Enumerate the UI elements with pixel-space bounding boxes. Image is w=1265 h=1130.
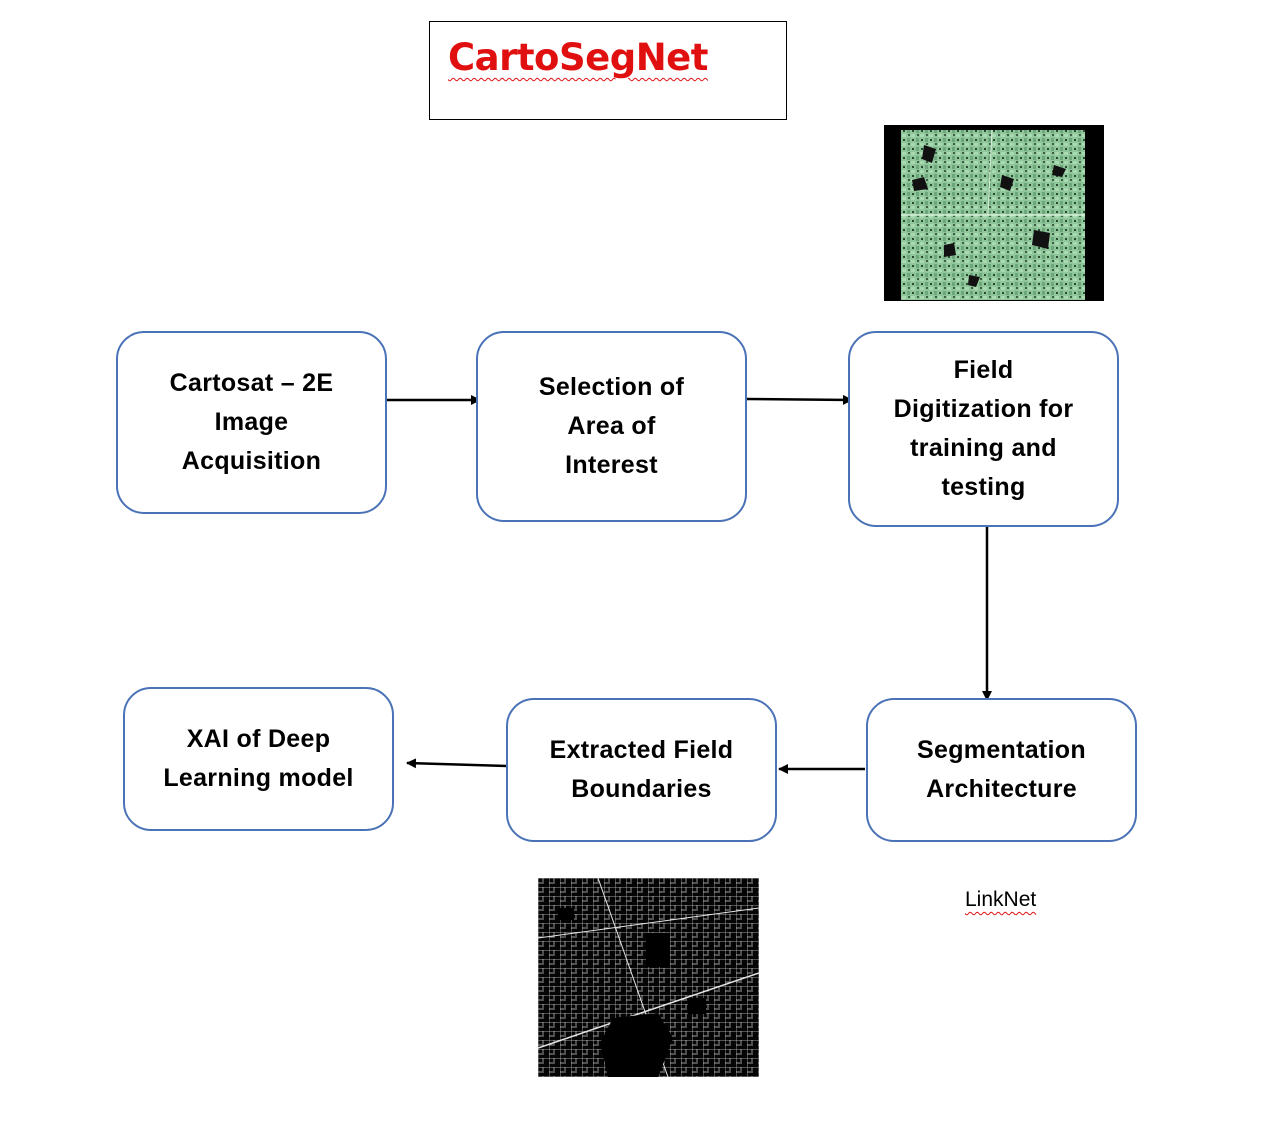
linknet-annotation: LinkNet bbox=[965, 888, 1037, 911]
node-label: Extracted Field Boundaries bbox=[549, 736, 734, 803]
node-label: XAI of Deep Learning model bbox=[163, 725, 354, 792]
diagram-title: CartoSegNet bbox=[448, 36, 708, 79]
arrow-boundaries-to-xai bbox=[406, 758, 508, 769]
satellite-image-thumbnail bbox=[884, 125, 1104, 301]
node-field-digitization: Field Digitization for training and test… bbox=[848, 331, 1119, 527]
node-extracted-field-boundaries: Extracted Field Boundaries bbox=[506, 698, 777, 842]
node-image-acquisition: Cartosat – 2E Image Acquisition bbox=[116, 331, 387, 514]
arrow-aoi-to-digitization bbox=[746, 394, 853, 405]
node-label: Selection of Area of Interest bbox=[538, 373, 685, 479]
node-label: Field Digitization for training and test… bbox=[893, 356, 1074, 501]
node-area-of-interest: Selection of Area of Interest bbox=[476, 331, 747, 522]
node-label: Segmentation Architecture bbox=[917, 736, 1086, 803]
node-xai-deep-learning: XAI of Deep Learning model bbox=[123, 687, 394, 831]
title-box: CartoSegNet bbox=[429, 21, 787, 120]
node-segmentation-architecture: Segmentation Architecture bbox=[866, 698, 1137, 842]
node-label: Cartosat – 2E Image Acquisition bbox=[169, 369, 334, 475]
boundary-mask-thumbnail bbox=[538, 878, 759, 1077]
